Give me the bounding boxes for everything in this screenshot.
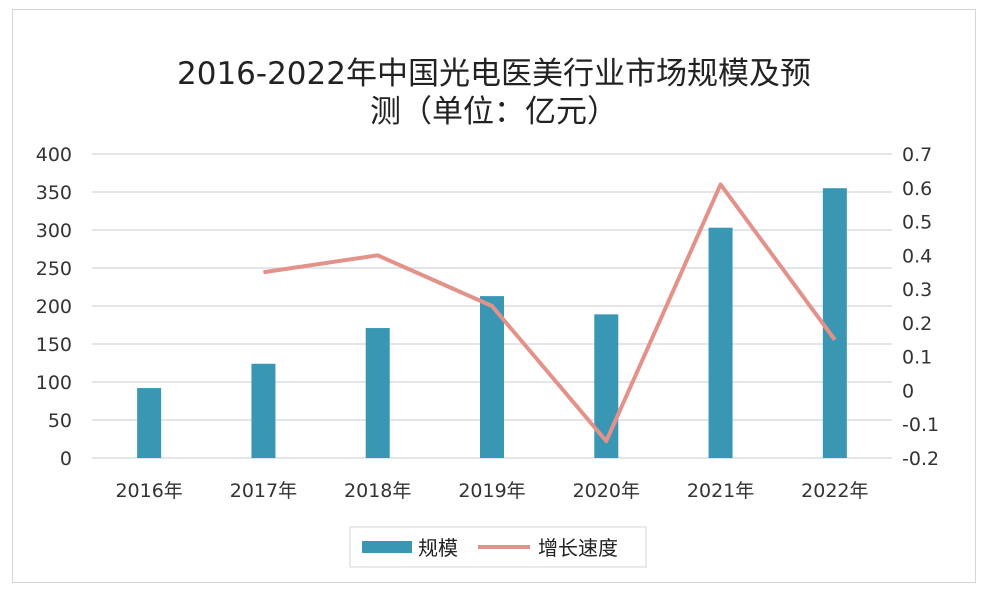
x-tick-label: 2021年 (687, 480, 754, 502)
right-tick-label: -0.1 (902, 414, 939, 436)
bar-2017年 (251, 363, 276, 458)
left-tick-label: 350 (36, 182, 72, 204)
x-tick-label: 2022年 (801, 480, 868, 502)
x-tick-label: 2019年 (458, 480, 525, 502)
left-tick-label: 100 (36, 372, 72, 394)
legend-bar-swatch (362, 541, 412, 553)
right-tick-label: 0.4 (902, 245, 932, 267)
chart-title-line1: 2016-2022年中国光电医美行业市场规模及预 (177, 56, 811, 92)
right-tick-label: 0.6 (902, 178, 932, 200)
legend-label-bar: 规模 (418, 536, 458, 560)
right-tick-label: 0.7 (902, 144, 932, 166)
growth-line (263, 182, 837, 444)
bar-2018年 (365, 328, 390, 458)
legend-label-line: 增长速度 (538, 536, 618, 560)
left-tick-label: 400 (36, 144, 72, 166)
chart-border (12, 9, 976, 583)
left-tick-label: 0 (60, 448, 72, 470)
right-tick-label: -0.2 (902, 448, 939, 470)
right-tick-label: 0 (902, 380, 914, 402)
left-tick-label: 250 (36, 258, 72, 280)
bar-2016年 (137, 388, 162, 458)
left-tick-label: 150 (36, 334, 72, 356)
right-tick-label: 0.5 (902, 212, 932, 234)
chart-title-line2: 测（单位：亿元） (370, 94, 618, 130)
bar-2022年 (822, 188, 847, 458)
left-tick-label: 300 (36, 220, 72, 242)
left-tick-label: 200 (36, 296, 72, 318)
right-tick-label: 0.3 (902, 279, 932, 301)
x-tick-label: 2020年 (573, 480, 640, 502)
right-tick-label: 0.1 (902, 347, 932, 369)
x-tick-label: 2017年 (230, 480, 297, 502)
bar-2021年 (708, 227, 733, 458)
left-tick-label: 50 (48, 410, 72, 432)
right-tick-label: 0.2 (902, 313, 932, 335)
bar-2019年 (480, 296, 504, 458)
x-tick-label: 2018年 (344, 480, 411, 502)
x-tick-label: 2016年 (115, 480, 182, 502)
